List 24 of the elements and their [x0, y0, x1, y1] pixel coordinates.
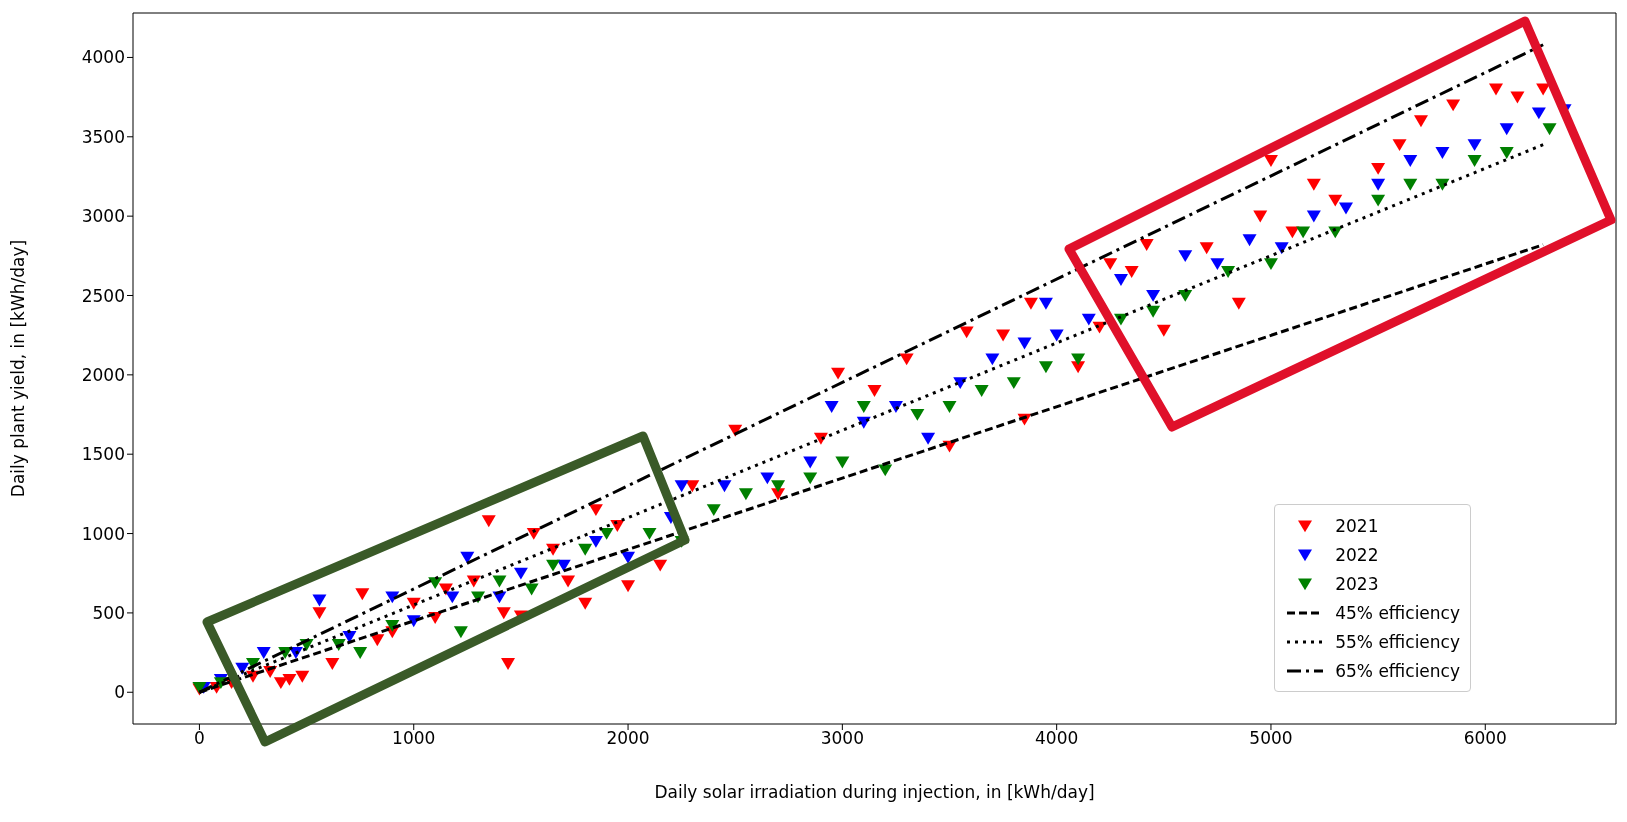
legend-label: 45% efficiency [1335, 602, 1460, 623]
legend-label: 65% efficiency [1335, 660, 1460, 681]
y-tick-label: 3000 [81, 206, 125, 227]
y-tick-label: 3500 [81, 126, 125, 147]
legend-label: 2022 [1335, 544, 1379, 565]
legend-label: 55% efficiency [1335, 631, 1460, 652]
x-tick-label: 2000 [606, 728, 650, 749]
x-tick-label: 1000 [392, 728, 436, 749]
y-tick-label: 1500 [81, 444, 125, 465]
y-axis-title: Daily plant yield, in [kWh/day] [8, 239, 29, 498]
x-tick-label: 5000 [1249, 728, 1293, 749]
x-tick-label: 4000 [1035, 728, 1079, 749]
x-tick-label: 3000 [820, 728, 864, 749]
x-axis-title: Daily solar irradiation during injection, in [kWh/day] [654, 782, 1095, 802]
x-tick-label: 0 [194, 728, 205, 749]
y-tick-label: 2000 [81, 364, 125, 385]
y-tick-label: 2500 [81, 285, 125, 306]
legend-label: 2023 [1335, 573, 1379, 594]
legend-label: 2021 [1335, 515, 1379, 536]
y-tick-label: 0 [114, 682, 125, 703]
x-tick-label: 6000 [1463, 728, 1507, 749]
y-tick-label: 4000 [81, 47, 125, 68]
y-tick-label: 500 [92, 602, 125, 623]
y-tick-label: 1000 [81, 523, 125, 544]
